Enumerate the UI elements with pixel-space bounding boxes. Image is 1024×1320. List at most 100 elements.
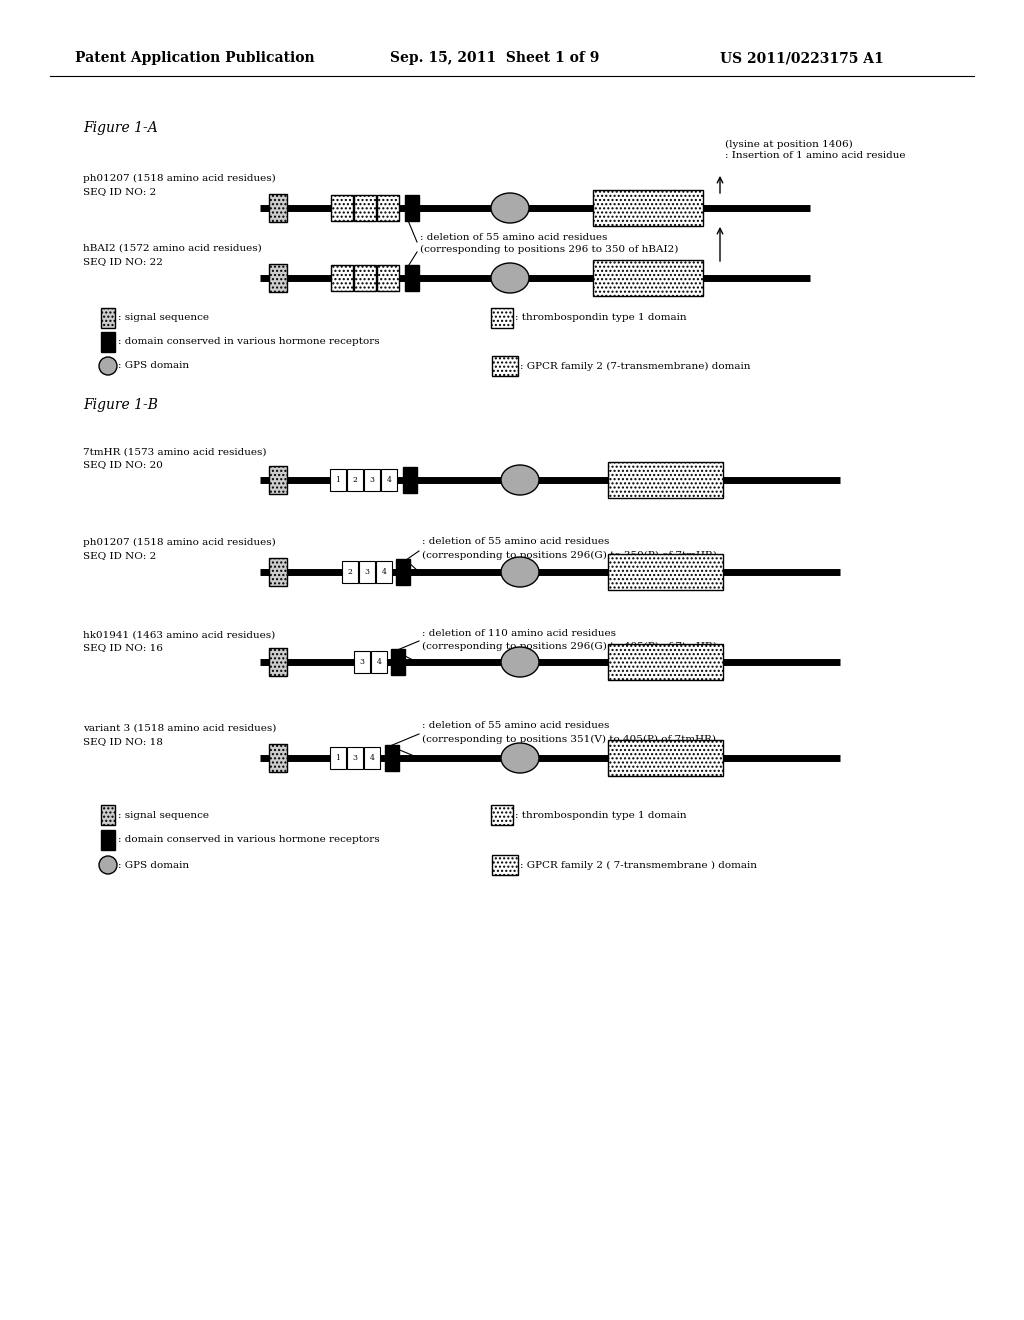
Bar — [607, 644, 723, 680]
Text: hBAI2 (1572 amino acid residues): hBAI2 (1572 amino acid residues) — [83, 243, 262, 252]
Text: : signal sequence: : signal sequence — [118, 314, 209, 322]
Bar — [364, 469, 380, 491]
Ellipse shape — [501, 465, 539, 495]
Text: : deletion of 55 amino acid residues: : deletion of 55 amino acid residues — [422, 722, 609, 730]
Text: (corresponding to positions 351(V) to 405(P) of 7tmHR): (corresponding to positions 351(V) to 40… — [422, 734, 716, 743]
Text: 2: 2 — [347, 568, 352, 576]
Text: : GPCR family 2 (7-transmembrane) domain: : GPCR family 2 (7-transmembrane) domain — [520, 362, 751, 371]
Text: : GPS domain: : GPS domain — [118, 362, 189, 371]
Bar — [396, 558, 410, 585]
Text: (corresponding to positions 296(G) to 405(P) of 7tmHR): (corresponding to positions 296(G) to 40… — [422, 642, 717, 651]
Bar — [269, 466, 287, 494]
Text: : domain conserved in various hormone receptors: : domain conserved in various hormone re… — [118, 836, 380, 845]
Bar — [376, 561, 392, 583]
Text: : thrombospondin type 1 domain: : thrombospondin type 1 domain — [515, 810, 687, 820]
Bar — [269, 648, 287, 676]
Bar — [331, 195, 353, 220]
Bar — [593, 260, 703, 296]
Bar — [492, 356, 518, 376]
Bar — [269, 194, 287, 222]
Bar — [330, 747, 346, 770]
Bar — [381, 469, 397, 491]
Bar — [331, 265, 353, 290]
Text: 4: 4 — [377, 657, 381, 667]
Ellipse shape — [490, 193, 529, 223]
Text: (corresponding to positions 296(G) to 350(P) of 7tmHR): (corresponding to positions 296(G) to 35… — [422, 550, 717, 560]
Bar — [354, 651, 370, 673]
Text: 4: 4 — [382, 568, 386, 576]
Text: : thrombospondin type 1 domain: : thrombospondin type 1 domain — [515, 314, 687, 322]
Bar — [359, 561, 375, 583]
Bar — [607, 462, 723, 498]
Bar — [101, 805, 115, 825]
Text: 3: 3 — [370, 477, 375, 484]
Bar — [490, 308, 513, 327]
Bar — [269, 744, 287, 772]
Text: ph01207 (1518 amino acid residues): ph01207 (1518 amino acid residues) — [83, 537, 275, 546]
Text: : deletion of 55 amino acid residues: : deletion of 55 amino acid residues — [422, 537, 609, 546]
Ellipse shape — [490, 263, 529, 293]
Text: 4: 4 — [370, 754, 375, 762]
Bar — [403, 467, 417, 492]
Bar — [385, 744, 399, 771]
Bar — [101, 308, 115, 327]
Text: : deletion of 110 amino acid residues: : deletion of 110 amino acid residues — [422, 628, 616, 638]
Ellipse shape — [501, 647, 539, 677]
Ellipse shape — [501, 743, 539, 774]
Text: 1: 1 — [336, 477, 340, 484]
Text: SEQ ID NO: 22: SEQ ID NO: 22 — [83, 257, 163, 267]
Text: Sep. 15, 2011  Sheet 1 of 9: Sep. 15, 2011 Sheet 1 of 9 — [390, 51, 599, 65]
Text: 3: 3 — [352, 754, 357, 762]
Bar — [593, 190, 703, 226]
Text: SEQ ID NO: 16: SEQ ID NO: 16 — [83, 644, 163, 652]
Bar — [391, 649, 406, 675]
Bar — [377, 195, 399, 220]
Text: 3: 3 — [365, 568, 370, 576]
Text: Figure 1-A: Figure 1-A — [83, 121, 158, 135]
Text: SEQ ID NO: 2: SEQ ID NO: 2 — [83, 187, 157, 197]
Ellipse shape — [99, 356, 117, 375]
Text: variant 3 (1518 amino acid residues): variant 3 (1518 amino acid residues) — [83, 723, 276, 733]
Text: hk01941 (1463 amino acid residues): hk01941 (1463 amino acid residues) — [83, 631, 275, 639]
Text: 4: 4 — [387, 477, 391, 484]
Bar — [406, 265, 419, 290]
Bar — [406, 195, 419, 220]
Text: : signal sequence: : signal sequence — [118, 810, 209, 820]
Bar — [490, 805, 513, 825]
Bar — [354, 195, 376, 220]
Bar — [354, 265, 376, 290]
Bar — [330, 469, 346, 491]
Text: ph01207 (1518 amino acid residues): ph01207 (1518 amino acid residues) — [83, 173, 275, 182]
Text: : deletion of 55 amino acid residues: : deletion of 55 amino acid residues — [420, 232, 607, 242]
Text: 7tmHR (1573 amino acid residues): 7tmHR (1573 amino acid residues) — [83, 447, 266, 457]
Text: SEQ ID NO: 2: SEQ ID NO: 2 — [83, 552, 157, 561]
Bar — [347, 747, 362, 770]
Text: (lysine at position 1406): (lysine at position 1406) — [725, 140, 853, 149]
Bar — [371, 651, 387, 673]
Text: : domain conserved in various hormone receptors: : domain conserved in various hormone re… — [118, 338, 380, 346]
Text: : Insertion of 1 amino acid residue: : Insertion of 1 amino acid residue — [725, 152, 905, 161]
Bar — [607, 554, 723, 590]
Bar — [347, 469, 362, 491]
Text: (corresponding to positions 296 to 350 of hBAI2): (corresponding to positions 296 to 350 o… — [420, 244, 678, 253]
Bar — [101, 333, 115, 352]
Text: 1: 1 — [336, 754, 340, 762]
Text: 3: 3 — [359, 657, 365, 667]
Text: SEQ ID NO: 20: SEQ ID NO: 20 — [83, 461, 163, 470]
Text: 2: 2 — [352, 477, 357, 484]
Text: : GPCR family 2 ( 7-transmembrane ) domain: : GPCR family 2 ( 7-transmembrane ) doma… — [520, 861, 757, 870]
Bar — [364, 747, 380, 770]
Bar — [101, 830, 115, 850]
Text: SEQ ID NO: 18: SEQ ID NO: 18 — [83, 738, 163, 747]
Bar — [377, 265, 399, 290]
Bar — [607, 741, 723, 776]
Text: Figure 1-B: Figure 1-B — [83, 399, 158, 412]
Text: Patent Application Publication: Patent Application Publication — [75, 51, 314, 65]
Ellipse shape — [99, 855, 117, 874]
Text: US 2011/0223175 A1: US 2011/0223175 A1 — [720, 51, 884, 65]
Ellipse shape — [501, 557, 539, 587]
Bar — [269, 558, 287, 586]
Bar — [492, 855, 518, 875]
Bar — [342, 561, 358, 583]
Bar — [269, 264, 287, 292]
